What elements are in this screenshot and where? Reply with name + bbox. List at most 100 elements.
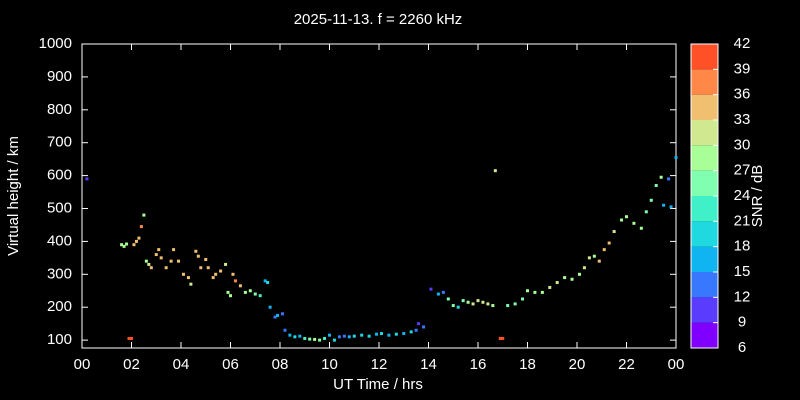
colorbar-tick-label: 6	[738, 339, 746, 356]
point	[402, 332, 406, 336]
point	[224, 262, 228, 266]
point	[226, 290, 230, 294]
point	[177, 259, 181, 263]
point	[417, 322, 421, 326]
y-tick-label: 1000	[39, 35, 72, 52]
point	[181, 272, 185, 276]
point	[211, 276, 215, 280]
point	[342, 334, 346, 338]
point	[422, 325, 426, 329]
point	[328, 333, 331, 337]
x-tick-label: 14	[420, 356, 437, 373]
point	[323, 336, 327, 340]
colorbar-band	[691, 94, 718, 120]
point	[139, 225, 143, 229]
colorbar-label: SNR / dB	[749, 165, 766, 228]
plot-frame	[81, 43, 677, 349]
y-tick-label: 900	[47, 68, 72, 85]
point	[144, 259, 148, 263]
point	[429, 287, 433, 291]
point	[130, 336, 133, 340]
point	[134, 239, 138, 243]
point	[441, 290, 445, 294]
point	[303, 336, 307, 340]
point	[456, 305, 460, 309]
point	[521, 297, 525, 301]
point	[486, 302, 490, 306]
point	[506, 304, 510, 308]
point	[159, 256, 163, 260]
point	[120, 243, 124, 247]
point	[253, 292, 257, 296]
point	[577, 272, 581, 276]
colorbar-tick-label: 27	[734, 162, 751, 179]
chart-title: 2025-11-13. f = 2260 kHz	[294, 11, 463, 28]
point	[194, 249, 198, 253]
point	[283, 328, 287, 332]
point	[654, 183, 658, 187]
point	[157, 248, 161, 252]
colorbar-tick-label: 15	[734, 263, 751, 280]
x-tick-label: 00	[74, 356, 91, 373]
y-axis-label: Virtual height / km	[5, 136, 22, 256]
y-tick-label: 500	[47, 199, 72, 216]
point	[238, 284, 242, 288]
point	[540, 290, 544, 294]
point	[649, 198, 653, 202]
point	[127, 336, 131, 340]
point	[288, 333, 292, 337]
point	[214, 272, 218, 276]
point	[394, 332, 398, 336]
colorbar-tick-label: 9	[738, 314, 746, 331]
point	[186, 276, 190, 280]
point	[644, 210, 648, 214]
point	[360, 333, 364, 337]
point	[674, 156, 678, 160]
point	[266, 281, 270, 285]
point	[169, 259, 173, 263]
colorbar-frame	[690, 43, 719, 349]
point	[639, 226, 643, 230]
point	[189, 282, 193, 286]
x-tick-label: 08	[272, 356, 289, 373]
point	[602, 248, 606, 252]
point	[219, 269, 223, 273]
point	[498, 336, 502, 340]
point	[293, 335, 297, 339]
point	[513, 302, 517, 306]
point	[659, 175, 663, 179]
point	[248, 289, 252, 293]
colorbar-tick-label: 33	[734, 111, 751, 128]
point	[137, 236, 141, 240]
y-tick-label: 100	[47, 331, 72, 348]
colorbar-tick-label: 36	[734, 86, 751, 103]
point	[501, 336, 505, 340]
y-tick-label: 600	[47, 167, 72, 184]
colorbar-tick-label: 42	[734, 35, 751, 52]
colorbar-band	[691, 196, 718, 222]
point	[533, 290, 537, 294]
point	[263, 279, 267, 283]
colorbar-tick-label: 12	[734, 288, 751, 305]
point	[592, 254, 596, 258]
x-tick-label: 10	[321, 356, 338, 373]
point	[471, 302, 475, 306]
point	[476, 299, 480, 303]
point	[436, 292, 440, 296]
point	[375, 332, 379, 336]
point	[276, 313, 280, 317]
point	[125, 242, 129, 246]
colorbar-tick-label: 39	[734, 60, 751, 77]
x-tick-label: 12	[371, 356, 388, 373]
point	[466, 300, 470, 304]
point	[280, 312, 284, 316]
colorbar-band	[691, 120, 718, 146]
point	[367, 334, 371, 338]
point	[451, 304, 455, 308]
x-tick-label: 06	[222, 356, 239, 373]
point	[243, 290, 247, 294]
point	[632, 221, 636, 225]
point	[620, 218, 624, 222]
point	[172, 248, 176, 252]
